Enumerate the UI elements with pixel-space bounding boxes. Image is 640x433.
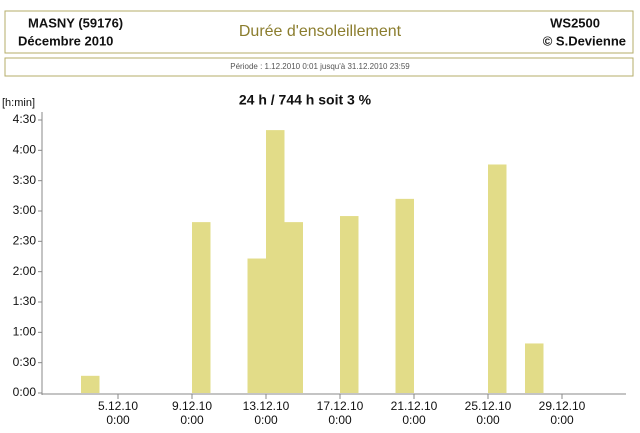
bar bbox=[395, 198, 414, 393]
bar bbox=[266, 130, 285, 393]
x-tick-label: 21.12.10 bbox=[391, 399, 438, 413]
x-tick-label: 5.12.10 bbox=[98, 399, 138, 413]
x-tick-label: 0:00 bbox=[328, 413, 352, 427]
y-tick-label: 3:30 bbox=[13, 173, 37, 187]
header-box bbox=[4, 10, 634, 54]
y-tick-label: 3:00 bbox=[13, 203, 37, 217]
y-tick-label: 0:30 bbox=[13, 355, 37, 369]
y-tick-label: 4:00 bbox=[13, 143, 37, 157]
y-axis-label: [h:min] bbox=[2, 97, 35, 109]
y-tick-label: 2:00 bbox=[13, 264, 37, 278]
x-tick-label: 0:00 bbox=[106, 413, 130, 427]
bar bbox=[488, 164, 507, 393]
chart-title: Durée d'ensoleillement bbox=[239, 23, 402, 40]
x-tick-label: 0:00 bbox=[402, 413, 426, 427]
y-tick-label: 0:00 bbox=[13, 385, 37, 399]
period-box bbox=[4, 57, 634, 77]
bar bbox=[247, 258, 266, 393]
x-tick-label: 29.12.10 bbox=[539, 399, 586, 413]
y-tick-label: 2:30 bbox=[13, 234, 37, 248]
bar bbox=[81, 375, 100, 393]
x-tick-label: 13.12.10 bbox=[243, 399, 290, 413]
bar bbox=[340, 216, 359, 393]
x-tick-label: 0:00 bbox=[476, 413, 500, 427]
bar bbox=[284, 222, 303, 393]
period: Période : 1.12.2010 0:01 jusqu'à 31.12.2… bbox=[230, 62, 410, 71]
y-tick-label: 1:30 bbox=[13, 294, 37, 308]
device: WS2500 bbox=[550, 15, 600, 30]
bar bbox=[192, 222, 211, 393]
x-tick-label: 0:00 bbox=[550, 413, 574, 427]
month: Décembre 2010 bbox=[18, 33, 113, 48]
x-tick-label: 25.12.10 bbox=[465, 399, 512, 413]
bar bbox=[525, 343, 544, 393]
y-tick-label: 4:30 bbox=[13, 112, 37, 126]
x-tick-label: 0:00 bbox=[254, 413, 278, 427]
copyright: © S.Devienne bbox=[543, 33, 626, 48]
summary: 24 h / 744 h soit 3 % bbox=[239, 92, 372, 108]
x-tick-label: 9.12.10 bbox=[172, 399, 212, 413]
station: MASNY (59176) bbox=[28, 15, 123, 30]
y-tick-label: 1:00 bbox=[13, 325, 37, 339]
x-tick-label: 17.12.10 bbox=[317, 399, 364, 413]
x-tick-label: 0:00 bbox=[180, 413, 204, 427]
